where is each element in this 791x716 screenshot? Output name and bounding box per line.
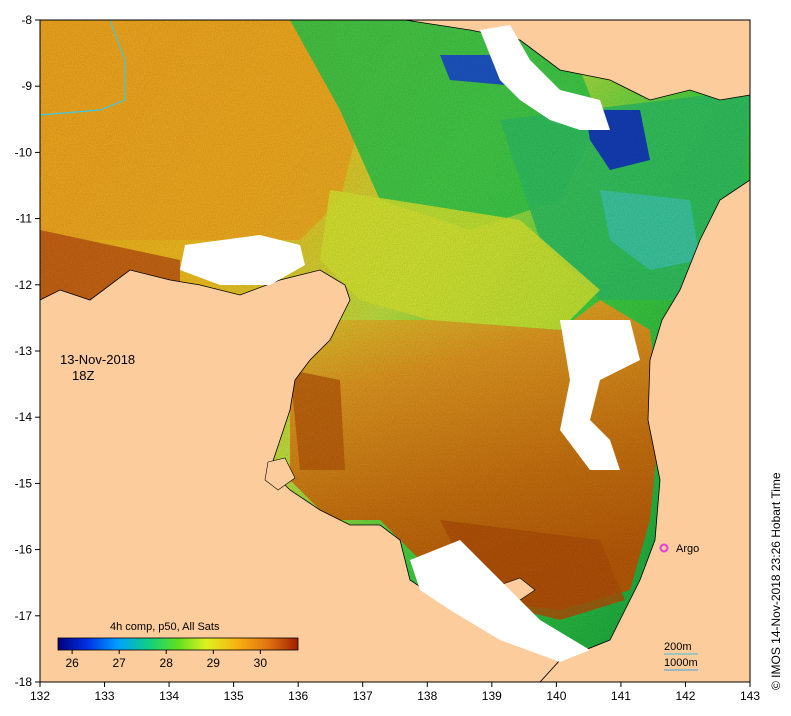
y-tick-label: -12 [15,278,33,292]
credit-text: © IMOS 14-Nov-2018 23:26 Hobart Time [769,472,783,690]
colorbar-title: 4h comp, p50, All Sats [110,621,220,633]
no-data-east-gulf [560,320,640,470]
coastline-contour [39,19,126,116]
x-tick-label: 133 [95,689,115,703]
x-tick-label: 135 [224,689,244,703]
colorbar-tick-label: 28 [160,656,174,670]
y-tick-label: -11 [16,212,33,226]
y-tick-label: -10 [15,145,33,159]
no-data-north [480,25,610,130]
x-tick-label: 138 [417,689,437,703]
x-tick-label: 140 [546,689,566,703]
y-tick-label: -17 [15,609,33,623]
x-tick-label: 137 [353,689,373,703]
no-data-arnhem-coast [180,235,305,285]
colorbar-ticks: 26 27 28 29 30 [65,650,267,670]
x-tick-label: 134 [159,689,179,703]
y-tick-label: -9 [21,79,32,93]
x-tick-label: 132 [30,689,50,703]
time-label: 18Z [72,368,94,383]
y-tick-label: -8 [21,13,32,27]
colorbar-tick-label: 30 [254,656,268,670]
x-tick-label: 143 [740,689,760,703]
y-tick-label: -18 [15,675,33,689]
colorbar-tick-label: 26 [65,656,79,670]
colorbar-tick-label: 29 [207,656,221,670]
x-axis: 132 133 134 135 136 137 138 139 140 141 142 143 [30,682,760,703]
x-tick-label: 139 [482,689,502,703]
y-axis: -8 -9 -10 -11 -12 -13 -14 -15 -16 -17 -18 [15,13,40,689]
y-tick-label: -15 [15,476,33,490]
y-tick-label: -16 [15,543,33,557]
x-tick-label: 142 [675,689,695,703]
contour-1000m-label: 1000m [664,657,698,669]
colorbar [57,637,299,651]
y-tick-label: -14 [15,410,33,424]
land-groote-eylandt [264,457,296,491]
argo-label: Argo [676,543,699,555]
date-label: 13-Nov-2018 [60,352,135,367]
colorbar-tick-label: 27 [112,656,126,670]
x-tick-label: 141 [611,689,631,703]
argo-marker [659,543,669,553]
no-data-south-gulf [410,540,590,662]
contour-200m-label: 200m [664,641,692,653]
y-tick-label: -13 [15,344,33,358]
x-tick-label: 136 [288,689,308,703]
